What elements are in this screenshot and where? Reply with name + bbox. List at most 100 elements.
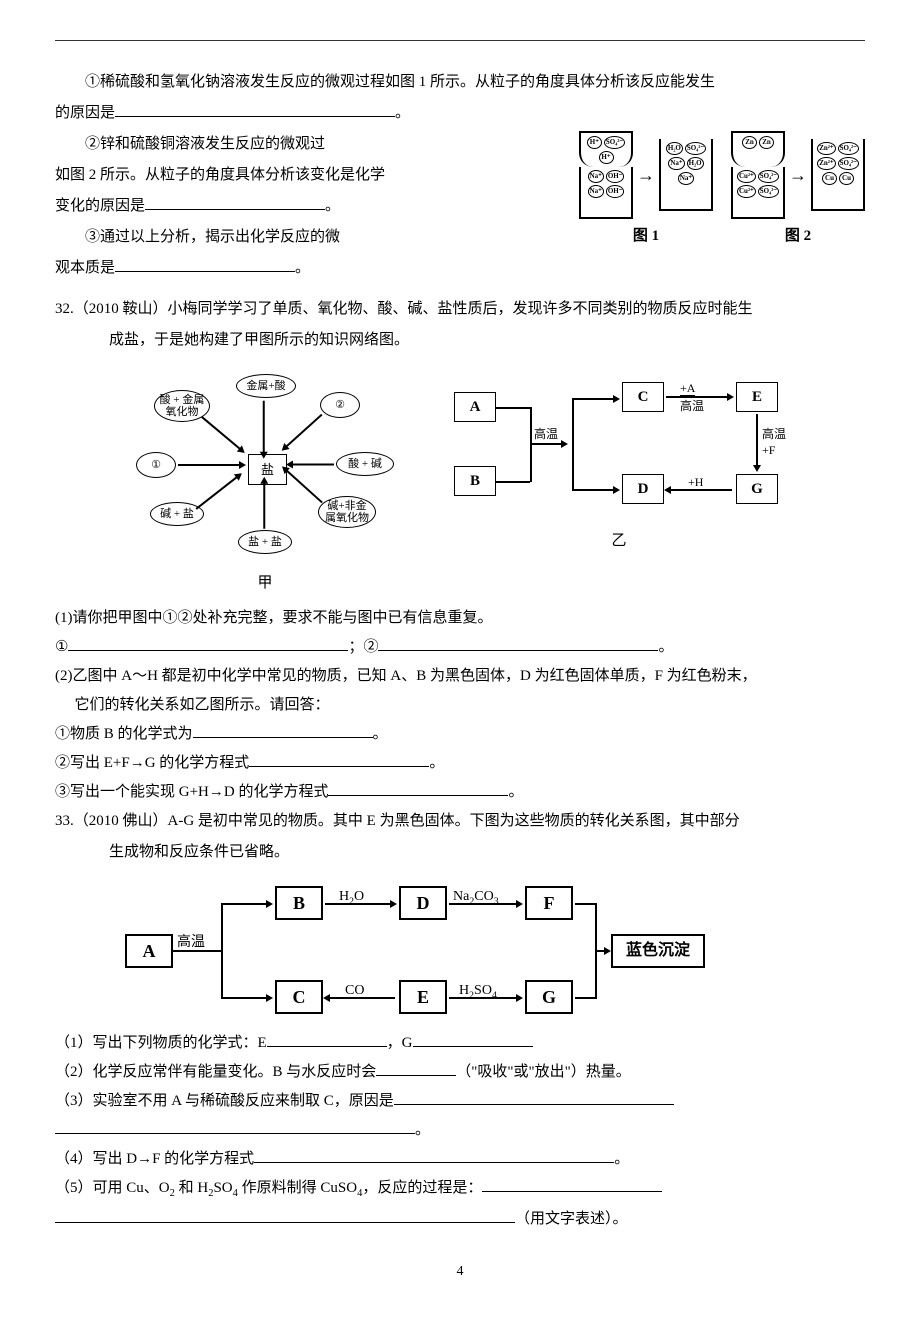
q33-text: （1）写出下列物质的化学式：E ，G （2）化学反应常伴有能量变化。B 与水反应时…	[55, 1030, 865, 1233]
t: （用文字表述）。	[515, 1211, 628, 1227]
t: ②锌和硫酸铜溶液发生反应的微观过	[85, 136, 325, 152]
line	[572, 398, 574, 490]
ion: Zn	[742, 136, 757, 149]
blank[interactable]	[394, 1090, 674, 1105]
ion: Na⁺	[668, 157, 684, 170]
blank[interactable]	[193, 723, 373, 738]
box-f: F	[525, 886, 573, 920]
concept-map: 盐 金属+酸 酸 + 金属氧化物 ① 碱 + 盐 盐 + 盐 碱+非金属氧化物 …	[136, 374, 394, 556]
beaker: Cu²⁺ SO₄²⁻ Cu²⁺ SO₄²⁻	[731, 167, 785, 219]
box-a: A	[125, 934, 173, 968]
p: 。	[325, 198, 340, 214]
yi-diagram: A B C D E G 高温 +A 高温 高温 +F +H 乙	[454, 374, 784, 597]
blank[interactable]	[145, 195, 325, 210]
arrow-icon	[221, 997, 271, 999]
q33-header2: 生成物和反应条件已省略。	[55, 839, 865, 866]
box-d: D	[399, 886, 447, 920]
label-gaowen2: 高温	[680, 396, 704, 418]
ion: Zn²⁺	[817, 142, 835, 155]
line	[496, 481, 530, 483]
blank[interactable]	[115, 257, 295, 272]
blank[interactable]	[55, 1208, 515, 1223]
ion: SO₄²⁻	[604, 136, 625, 149]
t: （2）化学反应常伴有能量变化。B 与水反应时会	[55, 1064, 376, 1080]
box-d: D	[622, 474, 664, 504]
q33-q4: （4）写出 D→F 的化学方程式。	[55, 1146, 865, 1173]
line	[575, 997, 595, 999]
q31-row: ②锌和硫酸铜溶液发生反应的微观过 如图 2 所示。从粒子的角度具体分析该变化是化…	[55, 131, 865, 286]
q33-diagram: A B C D E F G 蓝色沉淀 高温 H2O CO Na2CO3 H2SO…	[125, 880, 705, 1020]
t: 33.（2010 佛山）A-G 是初中常见的物质。其中 E 为黑色固体。下图为这…	[55, 813, 740, 829]
t: （"吸收"或"放出"）热量。	[456, 1064, 631, 1080]
q33-q5a: （5）可用 Cu、O2 和 H2SO4 作原料制得 CuSO4，反应的过程是：	[55, 1175, 865, 1204]
blank[interactable]	[267, 1032, 387, 1047]
t: ③写出一个能实现 G+H→D 的化学方程式	[55, 784, 328, 800]
t: 观本质是	[55, 260, 115, 276]
arrow-icon	[288, 464, 334, 466]
ion: Na⁺	[588, 185, 604, 198]
yi-caption: 乙	[454, 528, 784, 555]
box-e: E	[399, 980, 447, 1014]
p: 。	[658, 639, 673, 655]
q33-header: 33.（2010 佛山）A-G 是初中常见的物质。其中 E 为黑色固体。下图为这…	[55, 808, 865, 835]
blank[interactable]	[115, 102, 395, 117]
blank[interactable]	[376, 1061, 456, 1076]
arrow-icon	[263, 401, 265, 457]
line	[575, 903, 595, 905]
q32-text: (1)请你把甲图中①②处补充完整，要求不能与图中已有信息重复。 ①；②。 (2)…	[55, 605, 865, 806]
ion: Cu	[839, 172, 854, 185]
blank[interactable]	[249, 752, 429, 767]
q32-q2-2: ②写出 E+F→G 的化学方程式。	[55, 750, 865, 777]
beaker: Zn²⁺ SO₄²⁻ Zn²⁺ SO₄²⁻ Cu Cu	[811, 139, 865, 211]
blank[interactable]	[328, 781, 508, 796]
ion: H⁺	[599, 151, 614, 164]
ion: SO₄²⁻	[838, 142, 859, 155]
q32-q2b: 它们的转化关系如乙图所示。请回答：	[55, 692, 865, 719]
blank[interactable]	[413, 1032, 533, 1047]
t: ①	[55, 639, 68, 655]
q32-header2: 成盐，于是她构建了甲图所示的知识网络图。	[55, 327, 865, 354]
bubble-tr: ②	[320, 392, 360, 418]
arrow-icon: →	[637, 159, 655, 191]
label-gaowen: 高温	[534, 424, 558, 446]
bubble-l: ①	[136, 452, 176, 478]
label-gaowen: 高温	[177, 930, 205, 955]
t: （3）实验室不用 A 与稀硫酸反应来制取 C，原因是	[55, 1093, 394, 1109]
arrow-icon	[196, 474, 241, 510]
q33-q3b: 。	[55, 1117, 865, 1144]
blank[interactable]	[55, 1119, 415, 1134]
box-c: C	[275, 980, 323, 1014]
q32-q2-3: ③写出一个能实现 G+H→D 的化学方程式。	[55, 779, 865, 806]
bubble-b: 盐 + 盐	[238, 530, 292, 554]
period: 。	[395, 105, 410, 121]
ion: Na⁺	[678, 172, 694, 185]
t: 如图 2 所示。从粒子的角度具体分析该变化是化学	[55, 167, 385, 183]
beaker: Na⁺ OH⁻ Na⁺ OH⁻	[579, 167, 633, 219]
t: ①稀硫酸和氢氧化钠溶液发生反应的微观过程如图 1 所示。从粒子的角度具体分析该反…	[85, 74, 715, 90]
t: （1）写出下列物质的化学式：E	[55, 1035, 267, 1051]
box-diagram: A B C D E G 高温 +A 高温 高温 +F +H	[454, 374, 784, 514]
ion: Cu²⁺	[737, 170, 756, 183]
label-na2co3: Na2CO3	[453, 884, 499, 910]
label-plusF: +F	[762, 440, 775, 462]
p: 。	[295, 260, 310, 276]
arrow-icon	[283, 467, 323, 503]
q31-left-text: ②锌和硫酸铜溶液发生反应的微观过 如图 2 所示。从粒子的角度具体分析该变化是化…	[55, 131, 567, 286]
t: ①物质 B 的化学式为	[55, 726, 193, 742]
t: ，G	[387, 1035, 413, 1051]
blank[interactable]	[378, 636, 658, 651]
t: （5）可用 Cu、O2 和 H2SO4 作原料制得 CuSO4，反应的过程是：	[55, 1180, 482, 1196]
ion: H₂O	[687, 157, 704, 170]
bubble-br: 碱+非金属氧化物	[318, 496, 376, 528]
pour-beaker: H⁺ SO₄²⁻ H⁺	[579, 131, 633, 167]
box-g: G	[736, 474, 778, 504]
line	[496, 407, 530, 409]
jia-caption: 甲	[136, 570, 394, 597]
blank[interactable]	[68, 636, 348, 651]
p: 。	[614, 1151, 629, 1167]
blank[interactable]	[254, 1148, 614, 1163]
label-h2so4: H2SO4	[459, 978, 497, 1004]
blank[interactable]	[482, 1177, 662, 1192]
q32-header: 32.（2010 鞍山）小梅同学学习了单质、氧化物、酸、碱、盐性质后，发现许多不…	[55, 296, 865, 323]
t: 的原因是	[55, 105, 115, 121]
